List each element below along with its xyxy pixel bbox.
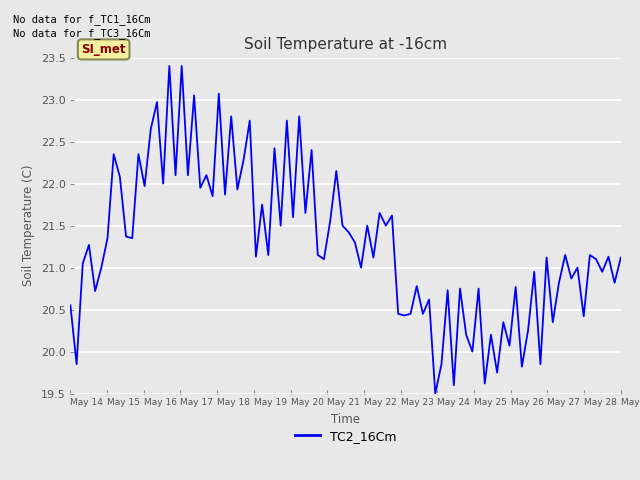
X-axis label: Time: Time [331,413,360,426]
Text: SI_met: SI_met [81,43,126,56]
Y-axis label: Soil Temperature (C): Soil Temperature (C) [22,165,35,287]
Text: No data for f_TC1_16Cm: No data for f_TC1_16Cm [13,13,150,24]
Legend: TC2_16Cm: TC2_16Cm [290,425,401,448]
Text: No data for f_TC3_16Cm: No data for f_TC3_16Cm [13,28,150,39]
Title: Soil Temperature at -16cm: Soil Temperature at -16cm [244,37,447,52]
